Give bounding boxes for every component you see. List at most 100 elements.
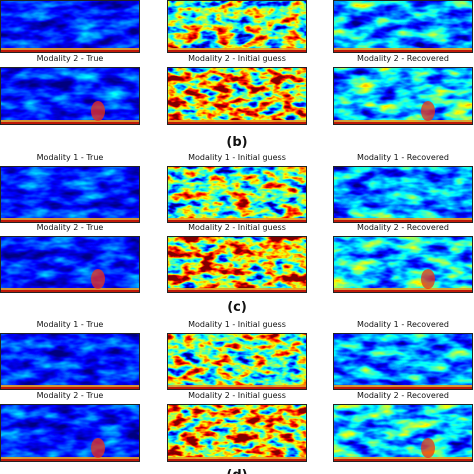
spectrogram-image	[333, 67, 473, 125]
spectrogram	[333, 333, 473, 390]
low-band	[333, 288, 473, 291]
panel-title: Modality 1 - Recovered	[357, 153, 449, 162]
low-band	[333, 385, 473, 388]
panel-title: Modality 2 - Recovered	[357, 54, 449, 63]
spectrogram-image	[167, 166, 307, 223]
low-band	[0, 50, 140, 52]
spectrogram-image	[167, 67, 307, 125]
spectrogram	[167, 166, 307, 223]
panel-title: Modality 1 - Initial guess	[188, 153, 286, 162]
spectrogram-image	[333, 236, 473, 293]
spectrogram	[167, 0, 307, 53]
frame	[333, 166, 473, 223]
low-band	[333, 48, 473, 51]
spectrogram-image	[167, 333, 307, 390]
low-band	[333, 50, 473, 52]
frame	[167, 166, 307, 223]
spectrogram	[0, 166, 140, 223]
low-band	[333, 122, 473, 124]
low-band	[0, 120, 140, 123]
caption: (d)	[226, 468, 247, 474]
spectrogram-image	[333, 404, 473, 462]
frame	[0, 404, 140, 462]
spectrogram	[333, 67, 473, 125]
spectrogram-image	[0, 67, 140, 125]
spectrogram-image	[333, 166, 473, 223]
energy-blob	[91, 438, 105, 458]
frame	[167, 67, 307, 125]
frame	[167, 0, 307, 53]
energy-blob	[421, 101, 435, 121]
caption: (b)	[226, 135, 247, 150]
spectrogram	[167, 333, 307, 390]
spectrogram-image	[167, 236, 307, 293]
spectrogram-image	[0, 166, 140, 223]
low-band	[333, 218, 473, 221]
spectrogram	[167, 404, 307, 462]
low-band	[167, 290, 307, 292]
spectrogram-image	[333, 333, 473, 390]
panel-title: Modality 1 - True	[37, 320, 104, 329]
low-band	[167, 120, 307, 123]
spectrogram	[0, 67, 140, 125]
spectrogram	[333, 404, 473, 462]
frame	[167, 236, 307, 293]
low-band	[0, 218, 140, 221]
low-band	[333, 220, 473, 222]
low-band	[167, 288, 307, 291]
spectrogram-image	[0, 0, 140, 53]
energy-blob	[421, 438, 435, 458]
spectrogram	[167, 67, 307, 125]
panel-title: Modality 2 - Recovered	[357, 391, 449, 400]
low-band	[167, 218, 307, 221]
low-band	[333, 387, 473, 389]
spectrogram	[333, 166, 473, 223]
low-band	[0, 122, 140, 124]
frame	[167, 333, 307, 390]
low-band	[167, 50, 307, 52]
low-band	[0, 290, 140, 292]
frame	[0, 236, 140, 293]
spectrogram-image	[167, 404, 307, 462]
frame	[333, 333, 473, 390]
panel-title: Modality 2 - True	[37, 54, 104, 63]
low-band	[333, 290, 473, 292]
low-band	[0, 288, 140, 291]
low-band	[167, 457, 307, 460]
frame	[0, 333, 140, 390]
low-band	[333, 459, 473, 461]
spectrogram	[333, 0, 473, 53]
frame	[333, 404, 473, 462]
low-band	[333, 457, 473, 460]
spectrogram-image	[333, 0, 473, 53]
frame	[0, 166, 140, 223]
low-band	[167, 459, 307, 461]
spectrogram-image	[167, 0, 307, 53]
caption: (c)	[227, 300, 247, 315]
low-band	[167, 48, 307, 51]
frame	[333, 236, 473, 293]
spectrogram	[0, 236, 140, 293]
frame	[0, 0, 140, 53]
panel-title: Modality 2 - Recovered	[357, 223, 449, 232]
low-band	[0, 48, 140, 51]
low-band	[0, 385, 140, 388]
low-band	[0, 387, 140, 389]
energy-blob	[91, 101, 105, 121]
low-band	[167, 122, 307, 124]
low-band	[167, 387, 307, 389]
frame	[333, 0, 473, 53]
panel-title: Modality 2 - Initial guess	[188, 223, 286, 232]
panel-title: Modality 1 - Initial guess	[188, 320, 286, 329]
frame	[333, 67, 473, 125]
low-band	[333, 120, 473, 123]
energy-blob	[421, 269, 435, 289]
spectrogram	[0, 333, 140, 390]
spectrogram	[0, 404, 140, 462]
spectrogram-image	[0, 333, 140, 390]
panel-title: Modality 2 - True	[37, 391, 104, 400]
low-band	[0, 220, 140, 222]
low-band	[0, 459, 140, 461]
panel-title: Modality 1 - True	[37, 153, 104, 162]
